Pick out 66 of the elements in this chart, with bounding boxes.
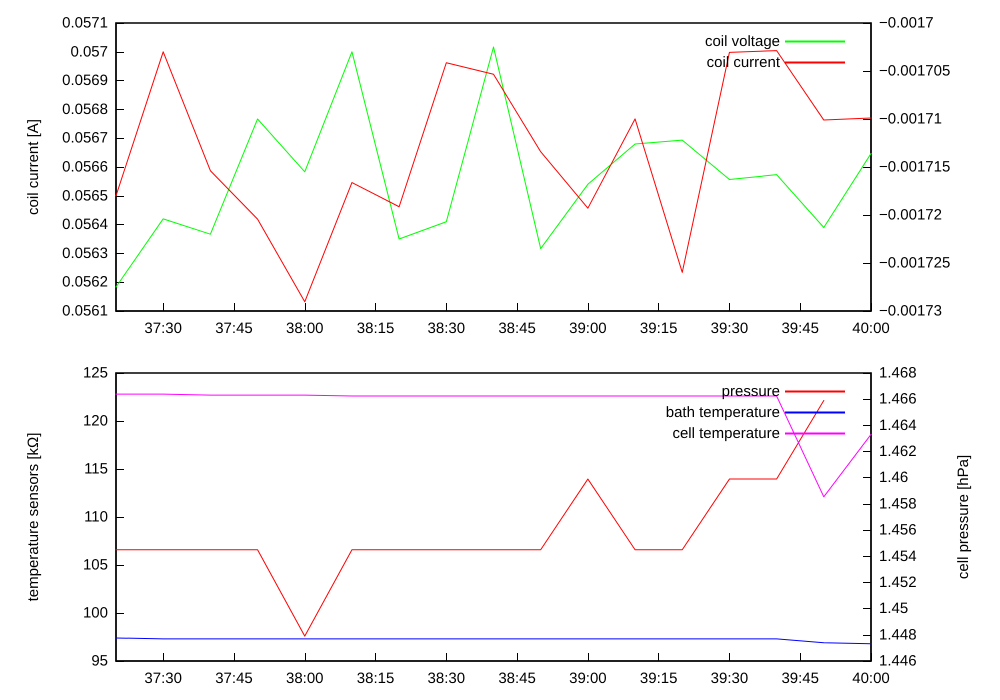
x-tick-label: 38:30 bbox=[428, 670, 466, 687]
x-tick-label: 38:00 bbox=[286, 670, 324, 687]
y-tick-label: 115 bbox=[84, 460, 108, 478]
y2-tick-label: −0.001705 bbox=[879, 62, 950, 80]
y2-tick-label: −0.00171 bbox=[879, 110, 942, 128]
x-tick-label: 38:30 bbox=[428, 320, 466, 337]
y2-tick-label: −0.0017 bbox=[879, 14, 934, 32]
y-tick-label: 110 bbox=[84, 508, 108, 526]
y-tick-label: 0.0567 bbox=[62, 130, 108, 147]
y-tick-label: 0.0569 bbox=[62, 72, 108, 90]
x-tick-label: 38:00 bbox=[286, 320, 324, 337]
x-tick-label: 40:00 bbox=[852, 320, 890, 337]
y2-tick-label: −0.001725 bbox=[879, 254, 950, 272]
x-tick-label: 38:45 bbox=[498, 320, 536, 337]
y-tick-label: 0.0565 bbox=[62, 187, 108, 204]
y2-tick-label: 1.452 bbox=[879, 574, 917, 591]
y2-tick-label: 1.458 bbox=[879, 495, 917, 512]
y2-axis-title: cell pressure [hPa] bbox=[955, 454, 972, 580]
x-tick-label: 39:30 bbox=[710, 670, 748, 687]
y2-tick-label: 1.462 bbox=[879, 443, 917, 460]
y2-tick-label: 1.448 bbox=[879, 626, 917, 644]
x-tick-label: 38:15 bbox=[356, 320, 394, 337]
y2-tick-label: 1.456 bbox=[879, 522, 917, 539]
x-tick-label: 40:00 bbox=[852, 670, 890, 687]
x-tick-label: 37:45 bbox=[215, 670, 253, 687]
legend-label: coil voltage bbox=[704, 33, 780, 50]
y-tick-label: 0.0566 bbox=[62, 158, 108, 176]
y-tick-label: 0.0563 bbox=[62, 244, 108, 262]
x-tick-label: 37:30 bbox=[144, 320, 182, 337]
y2-tick-label: 1.466 bbox=[879, 390, 917, 408]
y-tick-label: 125 bbox=[82, 364, 108, 382]
y-tick-label: 0.0562 bbox=[62, 274, 108, 291]
x-tick-label: 38:15 bbox=[356, 670, 394, 687]
x-tick-label: 39:00 bbox=[569, 670, 607, 687]
y-tick-label: 0.0564 bbox=[62, 216, 108, 234]
x-tick-label: 39:45 bbox=[781, 320, 819, 337]
x-tick-label: 39:00 bbox=[569, 320, 607, 337]
y-tick-label: 95 bbox=[91, 652, 108, 670]
legend-label: cell temperature bbox=[672, 425, 780, 442]
y-tick-label: 0.0561 bbox=[62, 302, 108, 320]
y-axis-title: temperature sensors [kΩ] bbox=[25, 432, 42, 602]
line-series bbox=[116, 400, 824, 637]
y2-tick-label: 1.45 bbox=[879, 600, 908, 618]
y-tick-label: 0.057 bbox=[70, 43, 108, 60]
y-tick-label: 0.0568 bbox=[62, 100, 108, 118]
x-tick-label: 38:45 bbox=[498, 670, 536, 687]
x-tick-label: 39:45 bbox=[781, 670, 819, 687]
y2-tick-label: 1.468 bbox=[879, 364, 917, 382]
y-tick-label: 0.0571 bbox=[62, 14, 108, 32]
y2-tick-label: −0.00172 bbox=[879, 206, 942, 224]
y2-tick-label: 1.446 bbox=[879, 652, 917, 670]
legend-label: bath temperature bbox=[666, 404, 780, 421]
x-tick-label: 37:30 bbox=[144, 670, 182, 687]
x-tick-label: 37:45 bbox=[215, 320, 253, 337]
y2-tick-label: −0.00173 bbox=[879, 302, 942, 320]
y-tick-label: 105 bbox=[82, 556, 108, 574]
y2-tick-label: 1.454 bbox=[879, 548, 917, 565]
x-tick-label: 39:15 bbox=[640, 320, 678, 337]
y-axis-title: coil current [A] bbox=[25, 119, 42, 215]
y2-tick-label: −0.001715 bbox=[879, 158, 950, 176]
y2-tick-label: 1.464 bbox=[879, 416, 917, 434]
y-tick-label: 100 bbox=[82, 604, 108, 622]
y2-tick-label: 1.46 bbox=[879, 469, 908, 486]
x-tick-label: 39:30 bbox=[710, 320, 748, 337]
y-tick-label: 120 bbox=[82, 412, 108, 430]
x-tick-label: 39:15 bbox=[640, 670, 678, 687]
